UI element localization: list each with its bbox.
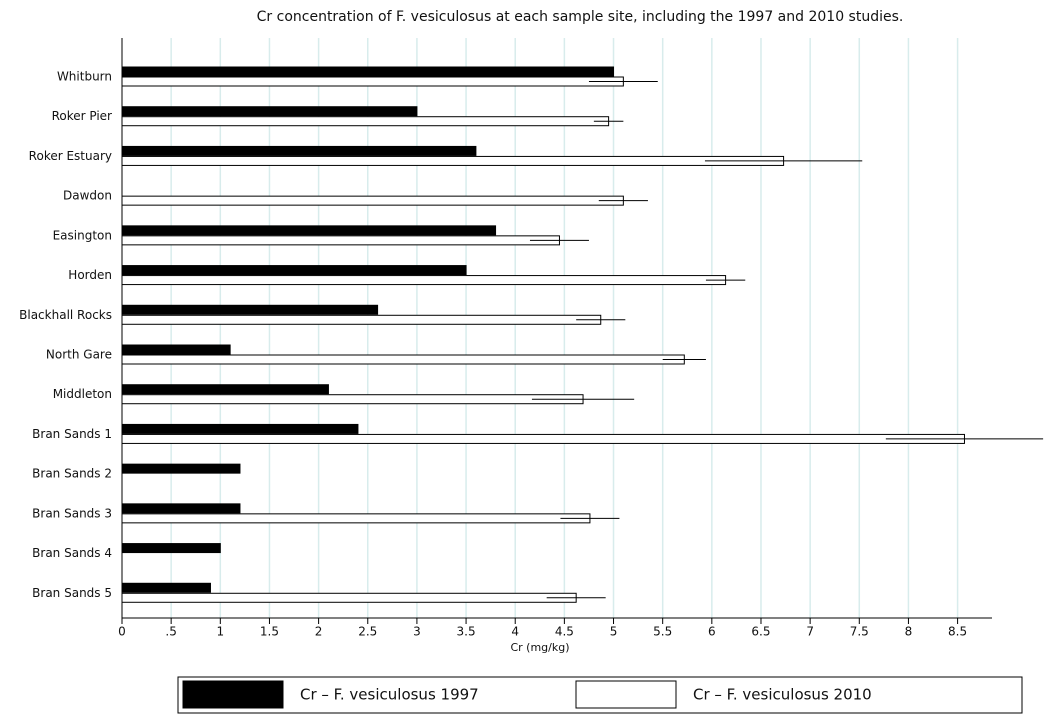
bar — [121, 76, 624, 87]
bar — [121, 235, 560, 246]
x-tick-label: 1.5 — [260, 625, 279, 639]
x-tick-label: 7 — [806, 625, 814, 639]
bar — [121, 225, 497, 236]
bar — [121, 106, 418, 117]
y-tick-label: Bran Sands 2 — [32, 467, 112, 481]
x-tick-label: 3.5 — [457, 625, 476, 639]
bar — [121, 543, 221, 554]
x-tick-label: 2.5 — [358, 625, 377, 639]
y-tick-label: Bran Sands 3 — [32, 506, 112, 520]
bar — [121, 433, 965, 444]
x-tick-label: 4.5 — [555, 625, 574, 639]
bar — [121, 116, 610, 127]
bar — [121, 503, 241, 514]
bar — [121, 513, 591, 524]
y-tick-label: Bran Sands 4 — [32, 546, 112, 560]
x-tick-label: 8.5 — [948, 625, 967, 639]
y-tick-label: Dawdon — [63, 189, 112, 203]
bar — [121, 155, 785, 166]
y-tick-label: Bran Sands 1 — [32, 427, 112, 441]
bar — [121, 195, 624, 206]
y-tick-label: Horden — [68, 268, 112, 282]
x-tick-label: 5.5 — [653, 625, 672, 639]
x-tick-label: 4 — [511, 625, 519, 639]
bar — [121, 66, 615, 77]
legend-swatch — [575, 680, 677, 709]
legend-label: Cr – F. vesiculosus 2010 — [693, 686, 872, 704]
y-tick-label: Roker Pier — [52, 109, 112, 123]
y-tick-label: Middleton — [53, 387, 112, 401]
x-tick-label: 7.5 — [850, 625, 869, 639]
x-tick-label: 5 — [610, 625, 618, 639]
x-tick-label: .5 — [165, 625, 176, 639]
x-tick-label: 6 — [708, 625, 716, 639]
bar — [121, 384, 329, 395]
bar — [121, 394, 584, 405]
bar — [121, 275, 727, 286]
bar — [121, 423, 359, 434]
bar — [121, 265, 467, 276]
x-tick-label: 3 — [413, 625, 421, 639]
bar — [121, 354, 685, 365]
x-tick-label: 0 — [118, 625, 126, 639]
bar — [121, 304, 379, 315]
y-tick-label: Roker Estuary — [29, 149, 112, 163]
legend-box — [177, 676, 1023, 714]
x-axis-label: Cr (mg/kg) — [510, 641, 569, 654]
x-tick-label: 6.5 — [751, 625, 770, 639]
legend-swatch — [182, 680, 284, 709]
y-tick-label: Blackhall Rocks — [19, 308, 112, 322]
bar — [121, 314, 602, 325]
y-tick-label: Easington — [53, 228, 112, 242]
x-tick-label: 8 — [905, 625, 913, 639]
bar — [121, 592, 577, 603]
chart-title: Cr concentration of F. vesiculosus at ea… — [257, 9, 904, 25]
y-tick-label: Whitburn — [57, 70, 112, 84]
x-tick-label: 2 — [315, 625, 323, 639]
x-tick-label: 1 — [216, 625, 224, 639]
y-tick-label: North Gare — [46, 348, 112, 362]
y-tick-label: Bran Sands 5 — [32, 586, 112, 600]
bar — [121, 145, 477, 156]
bar — [121, 463, 241, 474]
bar — [121, 582, 211, 593]
bar — [121, 344, 231, 355]
legend-label: Cr – F. vesiculosus 1997 — [300, 686, 479, 704]
